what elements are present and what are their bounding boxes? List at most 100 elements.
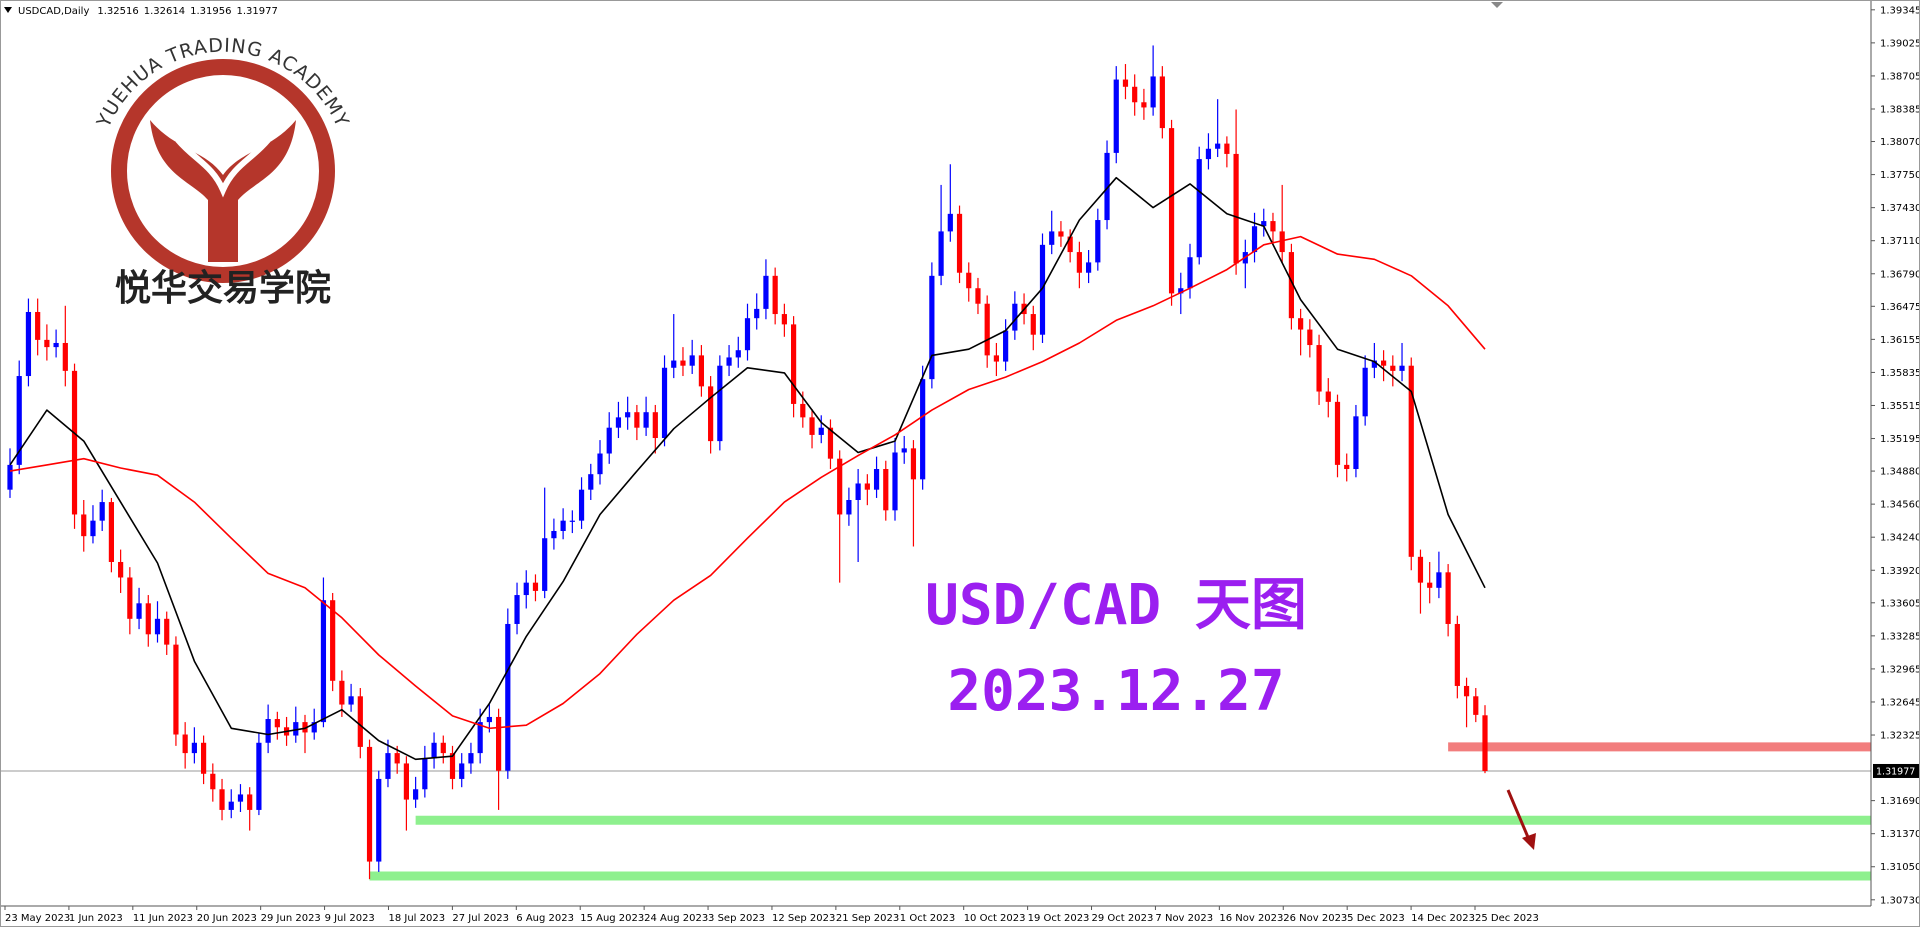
candle-body	[1003, 330, 1009, 362]
y-tick-label: 1.36475	[1880, 302, 1920, 313]
candle-body	[1251, 226, 1258, 253]
candle-body	[717, 365, 723, 442]
x-tick-label: 26 Nov 2023	[1283, 913, 1347, 924]
candle-body	[477, 722, 483, 754]
candle-body	[708, 386, 714, 442]
y-tick-label: 1.38705	[1880, 71, 1920, 82]
candle-body	[643, 412, 649, 428]
candle-body	[1316, 345, 1322, 392]
candle-body	[671, 360, 677, 368]
y-tick-label: 1.36790	[1880, 269, 1920, 280]
y-tick-label: 1.35515	[1880, 401, 1920, 412]
logo-ring	[111, 59, 335, 283]
candle-body	[883, 469, 889, 511]
candle-body	[1168, 128, 1175, 294]
candle-body	[744, 318, 751, 351]
y-tick-label: 1.37750	[1880, 170, 1920, 181]
y-tick-label: 1.39025	[1880, 38, 1920, 49]
candle-body	[578, 489, 585, 521]
candle-body	[1224, 143, 1230, 154]
candle-body	[1454, 623, 1460, 686]
candle-body	[1417, 556, 1424, 583]
candle-body	[210, 773, 216, 790]
x-tick-label: 5 Dec 2023	[1347, 913, 1405, 924]
x-tick-label: 27 Jul 2023	[452, 913, 509, 924]
candle-body	[1371, 360, 1377, 368]
arrow-shaft	[1506, 789, 1532, 843]
candle-body	[1178, 288, 1184, 294]
candle-body	[191, 742, 197, 754]
candle-body	[62, 342, 68, 371]
candle-body	[118, 561, 124, 578]
candle-body	[440, 742, 446, 754]
candle-body	[588, 474, 594, 490]
candle-body	[1307, 329, 1313, 346]
candle-body	[855, 483, 861, 501]
header-close: 1.31977	[236, 6, 277, 17]
candle-body	[1353, 416, 1359, 470]
candle-body	[514, 595, 520, 624]
candle-body	[164, 618, 170, 645]
candle-body	[431, 742, 437, 759]
candle-body	[781, 314, 787, 325]
x-tick-label: 15 Aug 2023	[580, 913, 644, 924]
candle-body	[800, 403, 806, 418]
candle-body	[53, 342, 59, 348]
candle-body	[339, 680, 345, 705]
candle-body	[947, 213, 953, 232]
candle-body	[938, 231, 944, 276]
candle-body	[698, 355, 705, 387]
candle-body	[219, 789, 225, 810]
candle-body	[413, 789, 419, 800]
candle-body	[1390, 365, 1396, 371]
candle-body	[311, 722, 317, 733]
scroll-marker	[1491, 2, 1503, 8]
x-tick-label: 1 Jun 2023	[69, 913, 123, 924]
candle-body	[99, 502, 105, 521]
candle-body	[1205, 148, 1212, 160]
candle-body	[901, 448, 907, 453]
candle-body	[403, 763, 410, 800]
candle-body	[975, 288, 981, 304]
x-tick-label: 9 Jul 2023	[325, 913, 375, 924]
candle-body	[330, 600, 336, 681]
candle-body	[892, 452, 898, 511]
candle-body	[1076, 252, 1082, 273]
candle-body	[237, 794, 244, 802]
candle-body	[468, 753, 474, 764]
candle-body	[71, 370, 78, 515]
x-tick-label: 20 Jun 2023	[197, 913, 257, 924]
x-tick-label: 7 Nov 2023	[1155, 913, 1213, 924]
y-tick-label: 1.31690	[1880, 796, 1920, 807]
candle-body	[173, 644, 179, 735]
candle-body	[1058, 231, 1064, 237]
x-tick-label: 3 Sep 2023	[708, 913, 765, 924]
candle-body	[1427, 582, 1433, 588]
candle-body	[1270, 221, 1276, 232]
header-high: 1.32614	[144, 6, 185, 17]
candle-body	[228, 801, 234, 810]
candle-body	[735, 350, 741, 358]
candle-body	[542, 538, 548, 591]
candle-body	[127, 577, 133, 619]
candle-body	[726, 357, 732, 366]
candle-body	[652, 412, 658, 439]
candle-body	[90, 520, 96, 537]
y-tick-label: 1.34880	[1880, 467, 1920, 478]
candle-body	[385, 753, 391, 779]
candle-body	[569, 520, 575, 522]
y-tick-label: 1.34240	[1880, 533, 1920, 544]
candle-body	[182, 734, 188, 754]
candle-body	[873, 469, 880, 490]
candle-body	[1288, 252, 1295, 319]
candle-body	[1279, 231, 1285, 253]
y-tick-label: 1.32965	[1880, 664, 1920, 675]
header-open: 1.32516	[97, 6, 138, 17]
x-tick-label: 29 Oct 2023	[1092, 913, 1154, 924]
moving-average	[9, 176, 1486, 761]
header: USDCAD,Daily 1.32516 1.32614 1.31956 1.31977	[18, 6, 278, 17]
candle-body	[1159, 76, 1165, 129]
candle-body	[1334, 401, 1341, 465]
x-tick-label: 24 Aug 2023	[644, 913, 708, 924]
